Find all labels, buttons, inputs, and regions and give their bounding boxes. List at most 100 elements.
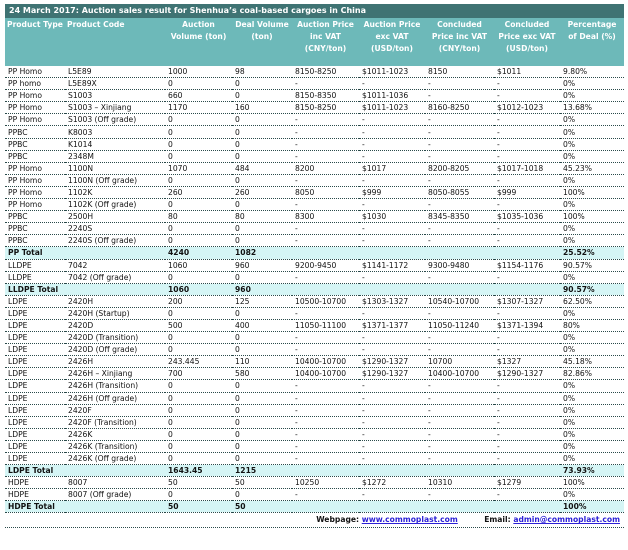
table-cell: 8007 (Off grade): [65, 488, 165, 502]
table-cell: 62.50%: [560, 295, 624, 308]
table-cell: [494, 464, 560, 478]
table-cell: -: [494, 343, 560, 357]
table-cell: -: [494, 198, 560, 212]
table-cell: -: [292, 138, 359, 151]
table-cell: 80: [165, 210, 232, 224]
table-cell: -: [425, 77, 494, 91]
table-cell: -: [425, 150, 494, 163]
webpage-link[interactable]: www.commoplast.com: [361, 515, 458, 525]
table-row: LDPE 2426K 0 0- - - -0%: [5, 428, 624, 441]
table-cell: 0: [232, 404, 292, 417]
table-cell: -: [494, 271, 560, 284]
table-cell: 0%: [560, 198, 624, 212]
table-cell: LDPE: [5, 355, 65, 369]
column-header: Concluded Price exc VAT (USD/ton): [494, 18, 560, 66]
column-header: Auction Price inc VAT (CNY/ton): [292, 18, 359, 66]
table-cell: 25.52%: [560, 246, 624, 260]
table-cell: LLDPE Total: [5, 283, 65, 296]
table-cell: -: [359, 488, 425, 502]
total-row: HDPE Total 50 50 100%: [5, 500, 624, 514]
table-cell: -: [292, 222, 359, 236]
table-cell: 90.57%: [560, 259, 624, 272]
table-cell: 0: [232, 379, 292, 393]
table-cell: 960: [232, 259, 292, 272]
table-cell: 11050-11240: [425, 319, 494, 333]
table-cell: 0: [165, 77, 232, 91]
table-cell: -: [494, 392, 560, 405]
table-row: PP Homo S1003 – Xinjiang 1170 160 8150-8250 $…: [5, 101, 624, 115]
table-cell: 9200-9450: [292, 259, 359, 272]
table-cell: 160: [232, 101, 292, 115]
table-cell: 2426H – Xinjiang: [65, 367, 165, 381]
table-cell: [425, 464, 494, 478]
table-cell: 10540-10700: [425, 295, 494, 308]
table-cell: 0: [232, 488, 292, 502]
table-cell: -: [425, 174, 494, 187]
table-cell: S1003: [65, 89, 165, 103]
table-cell: 400: [232, 319, 292, 333]
table-cell: -: [494, 77, 560, 91]
table-cell: 0%: [560, 234, 624, 248]
table-cell: -: [292, 307, 359, 320]
table-cell: 0: [165, 392, 232, 405]
table-cell: 0: [165, 113, 232, 127]
table-cell: 0: [232, 271, 292, 284]
column-header: Auction Price exc VAT (USD/ton): [359, 18, 425, 66]
table-cell: 0: [232, 234, 292, 248]
table-cell: -: [494, 416, 560, 429]
column-header: Percentage of Deal (%): [560, 18, 624, 66]
table-cell: 0%: [560, 379, 624, 393]
table-cell: 0: [165, 452, 232, 466]
column-header: Product Type: [5, 18, 65, 66]
table-cell: [292, 246, 359, 260]
table-cell: 0: [232, 113, 292, 127]
table-cell: -: [494, 440, 560, 454]
table-cell: -: [359, 404, 425, 417]
auction-results-table: Product Type Product Code Auction Volume (…: [5, 18, 624, 514]
table-cell: -: [359, 77, 425, 91]
table-cell: [494, 283, 560, 296]
table-row: LDPE 2426H (Transition) 0 0- - - -0%: [5, 379, 624, 393]
table-cell: PPBC: [5, 125, 65, 139]
table-row: PPBC 2240S (Off grade) 0 0- - - -0%: [5, 234, 624, 248]
table-cell: 110: [232, 355, 292, 369]
table-cell: 8160-8250: [425, 101, 494, 115]
table-cell: PP Total: [5, 246, 65, 260]
table-cell: 45.18%: [560, 355, 624, 369]
table-cell: 0: [165, 125, 232, 139]
table-cell: -: [292, 198, 359, 212]
table-row: LDPE 2420D 500 400 11050-11100 $1371-1377 1105…: [5, 319, 624, 333]
table-cell: [494, 500, 560, 514]
table-cell: [359, 464, 425, 478]
table-cell: 0: [165, 174, 232, 187]
table-cell: LDPE: [5, 440, 65, 454]
table-cell: [292, 283, 359, 296]
table-cell: $1303-1327: [359, 295, 425, 308]
email-link[interactable]: admin@commoplast.com: [513, 515, 620, 525]
table-cell: 10700: [425, 355, 494, 369]
table-cell: 10250: [292, 476, 359, 490]
table-cell: -: [359, 416, 425, 429]
table-cell: -: [292, 113, 359, 127]
table-cell: -: [425, 488, 494, 502]
table-cell: $1371-1377: [359, 319, 425, 333]
table-cell: 8300: [292, 210, 359, 224]
table-row: LDPE 2420H 200 125 10500-10700 $1303-1327 1054…: [5, 295, 624, 308]
table-cell: [359, 283, 425, 296]
table-cell: -: [292, 174, 359, 187]
table-row: PP Homo 1102K 260 260 8050 $999 8050-8055 $999 1…: [5, 186, 624, 200]
table-cell: HDPE Total: [5, 500, 65, 514]
table-cell: 1060: [165, 259, 232, 272]
table-cell: 50: [165, 476, 232, 490]
table-cell: -: [359, 307, 425, 320]
table-cell: LDPE: [5, 307, 65, 320]
table-cell: 8150-8250: [292, 66, 359, 79]
table-cell: -: [494, 307, 560, 320]
table-cell: 80%: [560, 319, 624, 333]
table-cell: 0: [232, 174, 292, 187]
table-cell: $1290-1327: [359, 355, 425, 369]
table-cell: -: [359, 174, 425, 187]
table-cell: LDPE: [5, 331, 65, 345]
table-cell: -: [359, 113, 425, 127]
table-cell: 0%: [560, 125, 624, 139]
